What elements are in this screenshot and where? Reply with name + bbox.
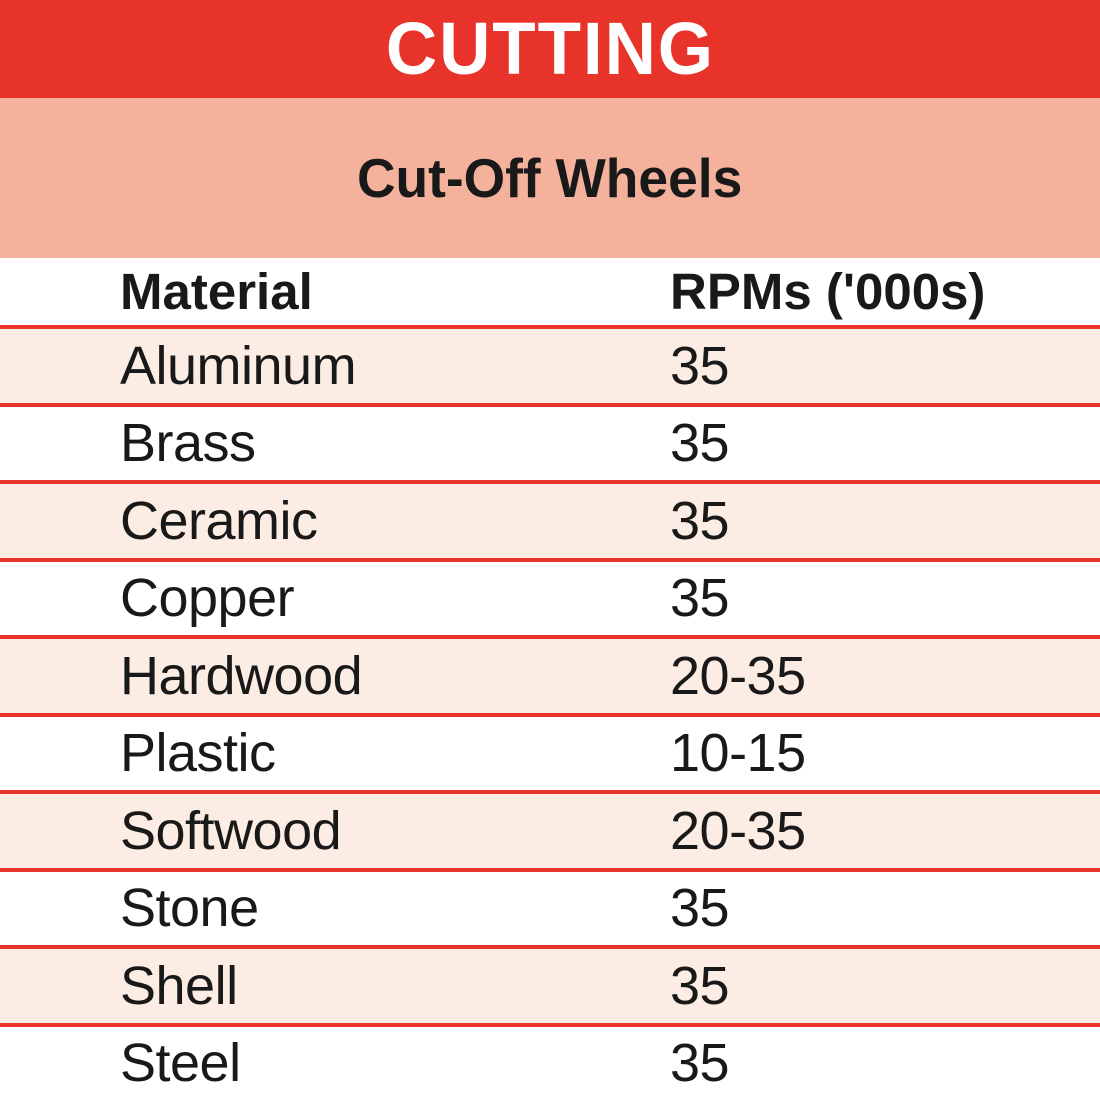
rpm-cell: 35 [670, 1033, 730, 1094]
table-subtitle: Cut-Off Wheels [357, 146, 743, 209]
material-cell: Brass [120, 413, 256, 474]
table-row: Steel 35 [0, 1022, 1100, 1100]
material-cell: Copper [120, 568, 295, 629]
page-title: CUTTING [385, 7, 715, 90]
table-row: Softwood 20-35 [0, 790, 1100, 868]
material-cell: Hardwood [120, 645, 363, 706]
rpm-cell: 35 [670, 490, 730, 551]
table-row: Aluminum 35 [0, 325, 1100, 403]
rpm-cell: 20-35 [670, 800, 806, 861]
table-row: Shell 35 [0, 945, 1100, 1023]
rpm-cell: 10-15 [670, 723, 806, 784]
table-row: Ceramic 35 [0, 480, 1100, 558]
rpm-cell: 35 [670, 335, 730, 396]
table-row: Stone 35 [0, 867, 1100, 946]
material-cell: Steel [120, 1033, 241, 1094]
rpm-cell: 35 [670, 568, 730, 629]
material-cell: Stone [120, 878, 259, 939]
rpm-cell: 35 [670, 955, 730, 1016]
rpm-cell: 20-35 [670, 645, 806, 706]
material-cell: Plastic [120, 723, 276, 784]
column-header-material: Material [120, 263, 313, 320]
material-cell: Softwood [120, 800, 342, 861]
rpm-cell: 35 [670, 413, 730, 474]
table-row: Plastic 10-15 [0, 712, 1100, 791]
rpm-cell: 35 [670, 878, 730, 939]
column-header-rpms: RPMs ('000s) [670, 263, 986, 320]
material-cell: Ceramic [120, 490, 318, 551]
material-cell: Aluminum [120, 335, 357, 396]
table-row: Copper 35 [0, 557, 1100, 636]
cutting-banner: CUTTING [0, 0, 1100, 98]
material-cell: Shell [120, 955, 238, 1016]
table-header-row: Material RPMs ('000s) [0, 258, 1100, 325]
subtitle-band: Cut-Off Wheels [0, 98, 1100, 258]
table-row: Hardwood 20-35 [0, 635, 1100, 713]
table-row: Brass 35 [0, 402, 1100, 481]
